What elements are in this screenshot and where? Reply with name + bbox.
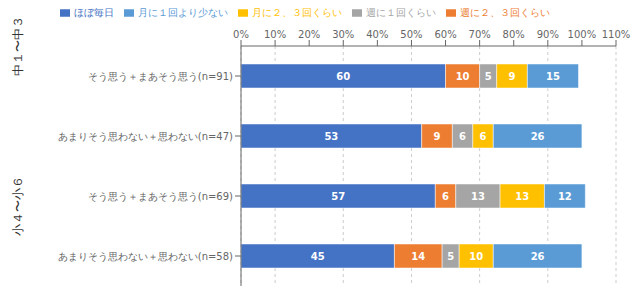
- svg-text:57: 57: [331, 191, 345, 202]
- svg-text:9: 9: [434, 131, 441, 142]
- svg-text:14: 14: [411, 251, 425, 262]
- svg-text:60%: 60%: [434, 29, 456, 40]
- svg-text:10: 10: [469, 251, 483, 262]
- svg-text:5: 5: [485, 71, 492, 82]
- svg-text:90%: 90%: [537, 29, 559, 40]
- svg-text:50%: 50%: [400, 29, 422, 40]
- html-text:週に１回くらい: 週に１回くらい: [366, 7, 436, 18]
- html-text:週に２、３回くらい: 週に２、３回くらい: [460, 7, 550, 18]
- svg-text:26: 26: [531, 251, 545, 262]
- svg-text:20%: 20%: [298, 29, 320, 40]
- svg-text:0%: 0%: [233, 29, 249, 40]
- svg-text:6: 6: [480, 131, 487, 142]
- svg-text:53: 53: [324, 131, 338, 142]
- svg-text:80%: 80%: [503, 29, 525, 40]
- svg-text:45: 45: [311, 251, 325, 262]
- svg-text:13: 13: [471, 191, 485, 202]
- svg-text:10%: 10%: [264, 29, 286, 40]
- svg-text:40%: 40%: [366, 29, 388, 40]
- svg-text:9: 9: [509, 71, 516, 82]
- svg-text:あまりそう思わない＋思わない(n=47): あまりそう思わない＋思わない(n=47): [58, 131, 233, 142]
- svg-text:6: 6: [459, 131, 466, 142]
- svg-text:70%: 70%: [469, 29, 491, 40]
- svg-text:そう思う＋まあそう思う(n=91): そう思う＋まあそう思う(n=91): [88, 71, 233, 82]
- svg-text:10: 10: [456, 71, 470, 82]
- html-text:月に２、３回くらい: 月に２、３回くらい: [252, 7, 342, 18]
- svg-text:あまりそう思わない＋思わない(n=58): あまりそう思わない＋思わない(n=58): [58, 251, 233, 262]
- svg-text:60: 60: [336, 71, 350, 82]
- svg-text:15: 15: [546, 71, 560, 82]
- svg-text:中１〜中３: 中１〜中３: [11, 16, 25, 76]
- svg-text:6: 6: [442, 191, 449, 202]
- svg-text:そう思う＋まあそう思う(n=69): そう思う＋まあそう思う(n=69): [88, 191, 233, 202]
- svg-text:小４〜小６: 小４〜小６: [11, 176, 25, 236]
- svg-text:110%: 110%: [602, 29, 631, 40]
- svg-text:13: 13: [515, 191, 529, 202]
- html-text:ほぼ毎日: ほぼ毎日: [74, 7, 114, 18]
- html-text:月に１回より少ない: 月に１回より少ない: [138, 7, 228, 18]
- svg-text:30%: 30%: [332, 29, 354, 40]
- svg-text:12: 12: [558, 191, 572, 202]
- svg-text:5: 5: [447, 251, 454, 262]
- svg-text:100%: 100%: [568, 29, 597, 40]
- svg-text:26: 26: [531, 131, 545, 142]
